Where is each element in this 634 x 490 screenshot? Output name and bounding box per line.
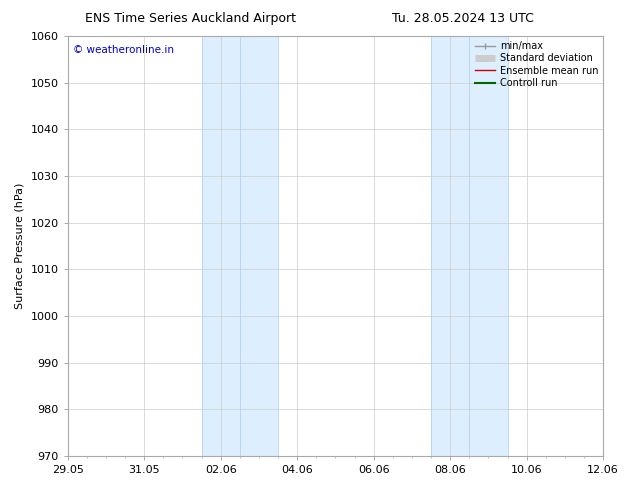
Text: ENS Time Series Auckland Airport: ENS Time Series Auckland Airport xyxy=(85,12,295,25)
Legend: min/max, Standard deviation, Ensemble mean run, Controll run: min/max, Standard deviation, Ensemble me… xyxy=(472,38,601,91)
Text: © weatheronline.in: © weatheronline.in xyxy=(73,45,174,54)
Bar xyxy=(202,36,278,456)
Bar xyxy=(431,36,507,456)
Text: Tu. 28.05.2024 13 UTC: Tu. 28.05.2024 13 UTC xyxy=(392,12,534,25)
Y-axis label: Surface Pressure (hPa): Surface Pressure (hPa) xyxy=(15,183,25,309)
